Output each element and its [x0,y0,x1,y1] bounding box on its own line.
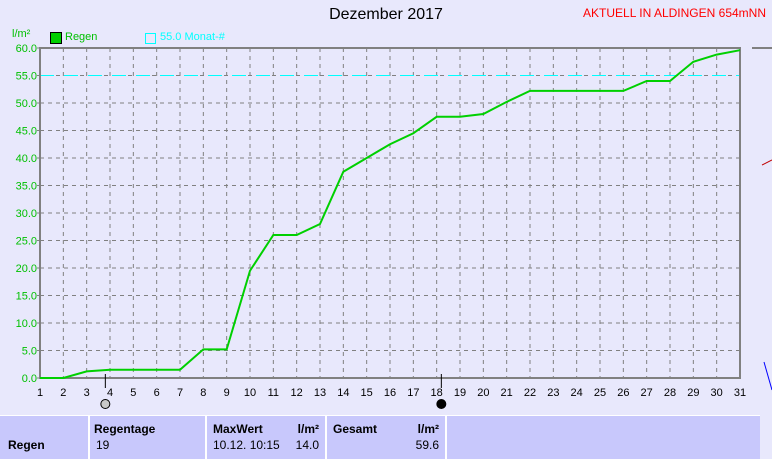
x-tick-label: 21 [501,387,513,399]
x-tick-label: 23 [547,387,559,399]
x-tick-label: 24 [571,387,583,399]
x-tick-label: 4 [107,387,113,399]
y-tick-label: 25.0 [16,236,37,248]
x-tick-label: 20 [477,387,489,399]
x-tick-label: 2 [60,387,66,399]
y-tick-label: 30.0 [16,208,37,220]
y-tick-label: 35.0 [16,181,37,193]
maxwert-header: MaxWert [213,422,263,436]
y-tick-label: 60.0 [16,43,37,55]
x-tick-label: 26 [617,387,629,399]
x-tick-label: 28 [664,387,676,399]
side-panel-trace [764,362,772,390]
y-tick-label: 55.0 [16,71,37,83]
x-tick-label: 9 [224,387,230,399]
x-tick-label: 27 [641,387,653,399]
x-tick-label: 15 [361,387,373,399]
y-tick-label: 50.0 [16,98,37,110]
x-tick-label: 16 [384,387,396,399]
gesamt-header: Gesamt [333,422,377,436]
summary-table: Regen Regentage 19 MaxWert l/m² 10.12. 10:1… [0,415,760,459]
y-tick-label: 0.0 [22,373,37,385]
x-tick-label: 7 [177,387,183,399]
max-value: 14.0 [296,438,319,452]
y-tick-label: 20.0 [16,263,37,275]
x-tick-label: 13 [314,387,326,399]
y-tick-label: 10.0 [16,318,37,330]
x-tick-label: 10 [244,387,256,399]
x-tick-label: 11 [268,387,279,399]
new-moon-icon [437,400,446,409]
x-tick-label: 6 [154,387,160,399]
row-label: Regen [8,438,45,452]
max-time: 10.12. 10:15 [213,438,280,452]
x-tick-label: 3 [84,387,90,399]
y-tick-label: 5.0 [22,346,37,358]
y-tick-label: 45.0 [16,126,37,138]
x-tick-label: 31 [734,387,746,399]
side-panel-trace [762,160,772,165]
x-tick-label: 17 [407,387,419,399]
x-tick-label: 12 [291,387,303,399]
x-tick-label: 25 [594,387,606,399]
rain-chart: 0.0 5.0 10.0 15.0 20.0 25.0 30.0 35.0 40.0 45.0 50… [0,0,772,415]
x-tick-label: 29 [687,387,699,399]
x-tick-label: 30 [711,387,723,399]
x-tick-label: 14 [337,387,349,399]
x-tick-label: 22 [524,387,536,399]
x-tick-label: 8 [200,387,206,399]
y-tick-label: 40.0 [16,153,37,165]
x-tick-label: 19 [454,387,466,399]
maxwert-unit: l/m² [298,422,319,436]
regentage-header: Regentage [94,422,155,436]
gesamt-unit: l/m² [418,422,439,436]
full-moon-icon [101,400,110,409]
x-tick-label: 5 [130,387,136,399]
x-tick-label: 1 [37,387,43,399]
gesamt-value: 59.6 [416,438,439,452]
x-tick-label: 18 [431,387,443,399]
regentage-value: 19 [96,438,109,452]
y-tick-label: 15.0 [16,291,37,303]
